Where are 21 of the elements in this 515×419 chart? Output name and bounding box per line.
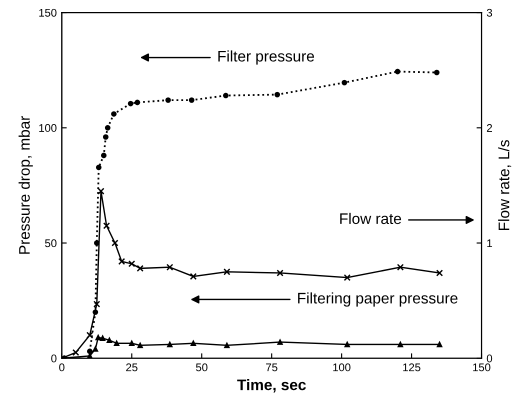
x-tick-label: 50 bbox=[196, 363, 208, 372]
x-tick-label: 100 bbox=[333, 363, 350, 372]
y2-tick-label: 0 bbox=[486, 354, 492, 362]
y-tick-label: 50 bbox=[45, 239, 57, 248]
y2-tick-label: 1 bbox=[487, 239, 492, 248]
x-tick-label: 150 bbox=[473, 363, 490, 372]
x-tick-label: 75 bbox=[266, 364, 278, 372]
x-tick-label: 0 bbox=[59, 363, 64, 372]
annotation: Flow rate bbox=[340, 212, 402, 224]
y2-tick-label: 2 bbox=[486, 124, 492, 132]
x-tick-label: 25 bbox=[126, 363, 138, 372]
annotation: Filter pressure bbox=[218, 50, 314, 65]
y2-axis-title: Flow rate, L/s bbox=[498, 140, 512, 230]
y-tick-label: 100 bbox=[39, 124, 57, 132]
y-tick-label: 150 bbox=[39, 8, 57, 17]
y-tick-label: 0 bbox=[51, 354, 57, 362]
annotation: Filtering paper pressure bbox=[298, 292, 458, 307]
y-axis-title: Pressure drop, mbar bbox=[18, 116, 33, 254]
x-tick-label: 125 bbox=[403, 363, 420, 372]
x-axis-title: Time, sec bbox=[237, 379, 306, 392]
y2-tick-label: 3 bbox=[486, 8, 492, 17]
